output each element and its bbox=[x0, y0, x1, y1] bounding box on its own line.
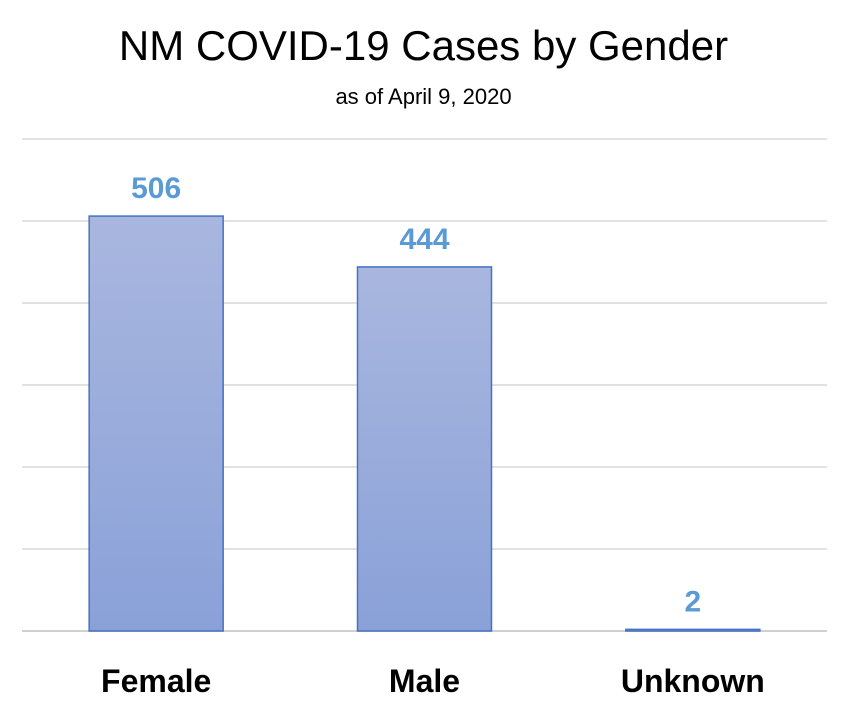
bars bbox=[88, 215, 761, 632]
bar-unknown bbox=[625, 628, 761, 632]
data-labels: 506 444 2 bbox=[131, 172, 701, 618]
chart-title: NM COVID-19 Cases by Gender bbox=[118, 22, 729, 69]
data-label-female: 506 bbox=[131, 172, 181, 205]
bar-male bbox=[356, 266, 493, 632]
category-label-male: Male bbox=[389, 663, 460, 699]
category-label-female: Female bbox=[101, 663, 211, 699]
category-labels: Female Male Unknown bbox=[101, 663, 765, 699]
category-label-unknown: Unknown bbox=[621, 663, 765, 699]
data-label-unknown: 2 bbox=[684, 585, 701, 618]
chart-subtitle: as of April 9, 2020 bbox=[335, 84, 512, 109]
bar-female bbox=[88, 215, 224, 632]
data-label-male: 444 bbox=[399, 223, 449, 256]
